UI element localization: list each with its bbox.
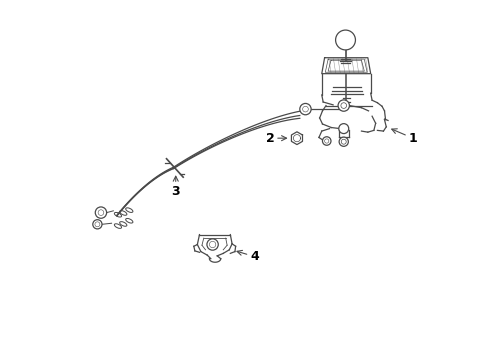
Circle shape [337, 100, 349, 111]
Circle shape [95, 222, 100, 227]
Circle shape [322, 137, 330, 145]
Circle shape [335, 30, 355, 50]
Ellipse shape [114, 212, 122, 217]
Circle shape [302, 106, 307, 112]
Circle shape [209, 241, 215, 248]
Ellipse shape [125, 208, 133, 212]
Text: 3: 3 [171, 176, 180, 198]
Circle shape [339, 137, 347, 146]
Ellipse shape [120, 211, 126, 215]
Circle shape [299, 103, 310, 115]
Text: 4: 4 [237, 250, 258, 263]
Circle shape [95, 207, 106, 218]
Circle shape [93, 220, 102, 229]
Circle shape [341, 139, 346, 144]
Ellipse shape [125, 219, 133, 223]
Ellipse shape [114, 224, 122, 228]
Circle shape [206, 239, 218, 250]
Ellipse shape [120, 222, 126, 226]
Circle shape [324, 139, 328, 143]
Text: 1: 1 [391, 129, 416, 145]
Circle shape [98, 210, 103, 215]
Circle shape [340, 103, 346, 108]
Text: 2: 2 [265, 132, 286, 145]
Circle shape [338, 123, 348, 134]
